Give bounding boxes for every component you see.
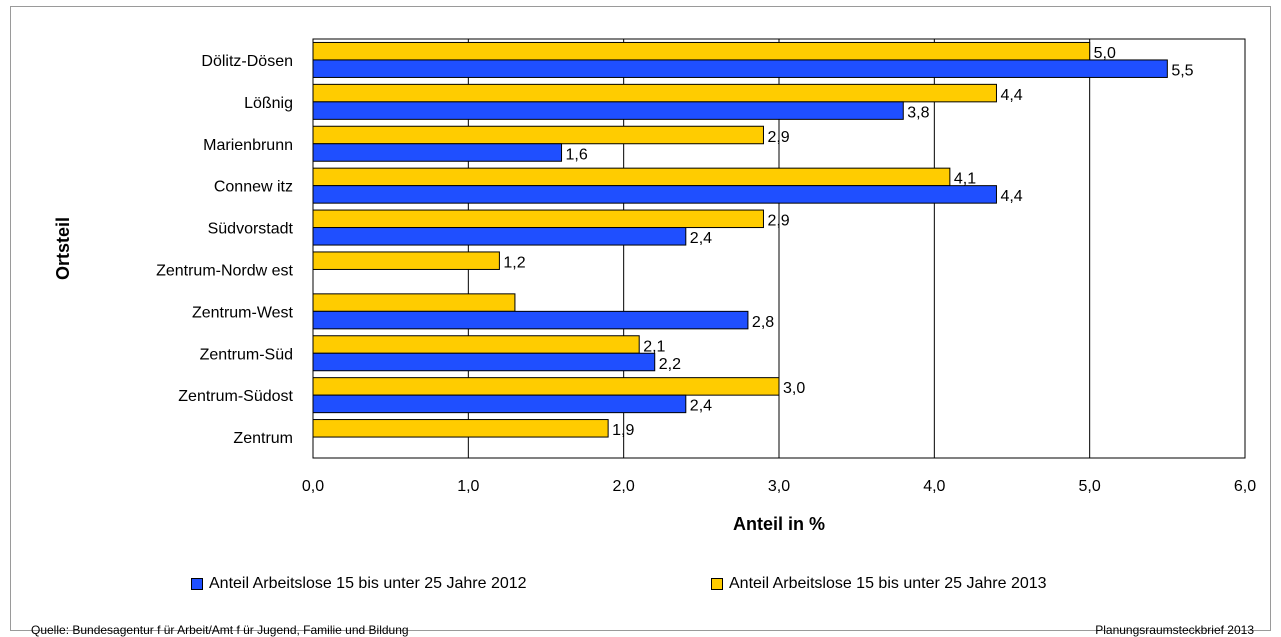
category-label: Lößnig xyxy=(244,95,293,112)
category-label: Zentrum-Nordw est xyxy=(156,262,293,279)
data-label: 3,8 xyxy=(907,104,929,121)
source-note: Quelle: Bundesagentur f ür Arbeit/Amt f … xyxy=(31,623,409,637)
data-label: 5,5 xyxy=(1171,62,1193,79)
x-tick-label: 4,0 xyxy=(923,478,945,495)
x-tick-label: 1,0 xyxy=(457,478,479,495)
legend-swatch-2012 xyxy=(191,578,203,590)
data-label: 2,1 xyxy=(643,338,665,355)
x-tick-label: 3,0 xyxy=(768,478,790,495)
bar xyxy=(312,101,904,120)
bar xyxy=(312,209,764,229)
data-label: 2,8 xyxy=(752,314,774,331)
category-label: Connew itz xyxy=(214,179,293,196)
data-label: 2,9 xyxy=(767,129,789,146)
data-label: 5,0 xyxy=(1094,45,1116,62)
category-label: Zentrum-Südost xyxy=(178,388,293,405)
bar xyxy=(312,394,687,414)
data-label: 4,1 xyxy=(954,171,976,188)
category-label: Südvorstadt xyxy=(208,221,294,238)
bar xyxy=(312,352,656,372)
legend-label-2012: Anteil Arbeitslose 15 bis unter 25 Jahre… xyxy=(209,575,527,592)
x-tick-label: 2,0 xyxy=(613,478,635,495)
plot-area-border xyxy=(312,38,1246,459)
bar xyxy=(312,59,1168,78)
bar xyxy=(312,167,951,187)
data-label: 1,9 xyxy=(612,422,634,439)
chart-frame: 5,0 5,5 Dölitz-Dösen 4,4 3,8 Lößnig 2,9 1,6 Mari… xyxy=(10,6,1271,637)
legend-item-2013: Anteil Arbeitslose 15 bis unter 25 Jahre… xyxy=(711,575,1047,593)
category-label: Zentrum xyxy=(233,430,293,447)
bar xyxy=(312,419,609,438)
brief-note: Planungsraumsteckbrief 2013 xyxy=(1095,623,1254,637)
bar xyxy=(312,143,563,162)
bar xyxy=(312,125,764,145)
bar xyxy=(312,251,500,270)
x-tick-label: 6,0 xyxy=(1234,478,1256,495)
data-label: 2,4 xyxy=(690,398,712,415)
legend-item-2012: Anteil Arbeitslose 15 bis unter 25 Jahre… xyxy=(191,575,527,593)
category-label: Zentrum-Süd xyxy=(200,346,293,363)
data-label: 4,4 xyxy=(1000,188,1022,205)
bar xyxy=(312,185,997,204)
x-axis-title: Anteil in % xyxy=(733,514,825,534)
bar-chart: 5,0 5,5 Dölitz-Dösen 4,4 3,8 Lößnig 2,9 1,6 Mari… xyxy=(53,38,1256,534)
bar xyxy=(312,41,1091,61)
category-label: Marienbrunn xyxy=(203,137,293,154)
legend-label-2013: Anteil Arbeitslose 15 bis unter 25 Jahre… xyxy=(729,575,1047,592)
bar xyxy=(312,83,997,103)
data-label: 2,4 xyxy=(690,230,712,247)
category-label: Zentrum-West xyxy=(192,304,294,321)
bar xyxy=(312,335,640,354)
data-label: 4,4 xyxy=(1000,87,1022,104)
bar xyxy=(312,293,516,312)
data-label: 2,9 xyxy=(767,213,789,230)
data-label: 2,2 xyxy=(659,356,681,373)
y-axis-title: Ortsteil xyxy=(53,217,73,280)
bar xyxy=(312,377,780,396)
bar xyxy=(312,310,749,330)
bar xyxy=(312,227,687,246)
category-label: Dölitz-Dösen xyxy=(201,53,293,70)
x-tick-label: 0,0 xyxy=(302,478,324,495)
x-tick-label: 5,0 xyxy=(1079,478,1101,495)
data-label: 1,6 xyxy=(566,146,588,163)
data-label: 1,2 xyxy=(503,254,525,271)
legend-swatch-2013 xyxy=(711,578,723,590)
data-label: 3,0 xyxy=(783,380,805,397)
